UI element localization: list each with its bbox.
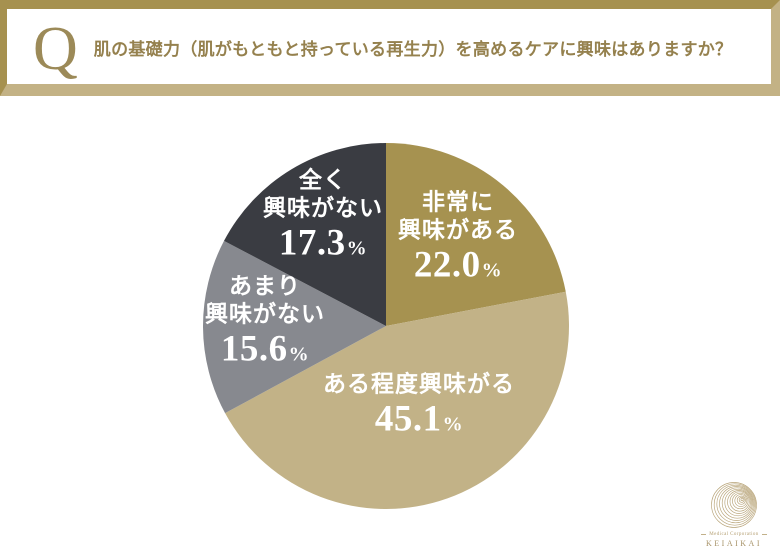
q-mark: Q	[33, 14, 78, 83]
logo-rule-left	[701, 534, 707, 535]
pie-slice-0	[386, 143, 566, 326]
keiaikai-logo-mark	[711, 482, 757, 528]
keiaikai-logo: Medical Corporation KEIAIKAI	[701, 480, 767, 548]
logo-name: KEIAIKAI	[706, 539, 762, 548]
pie-slice-1	[225, 291, 569, 509]
logo-rule-right	[761, 534, 767, 535]
pie-slice-2	[203, 240, 386, 414]
question-header: Q 肌の基礎力（肌がもともと持っている再生力）を高めるケアに興味はありますか？	[0, 0, 780, 96]
logo-subtitle: Medical Corporation	[701, 532, 767, 537]
logo-subtitle-text: Medical Corporation	[709, 532, 759, 537]
pie-slice-3	[224, 143, 386, 326]
question-text: 肌の基礎力（肌がもともと持っている再生力）を高めるケアに興味はありますか？	[93, 40, 733, 59]
